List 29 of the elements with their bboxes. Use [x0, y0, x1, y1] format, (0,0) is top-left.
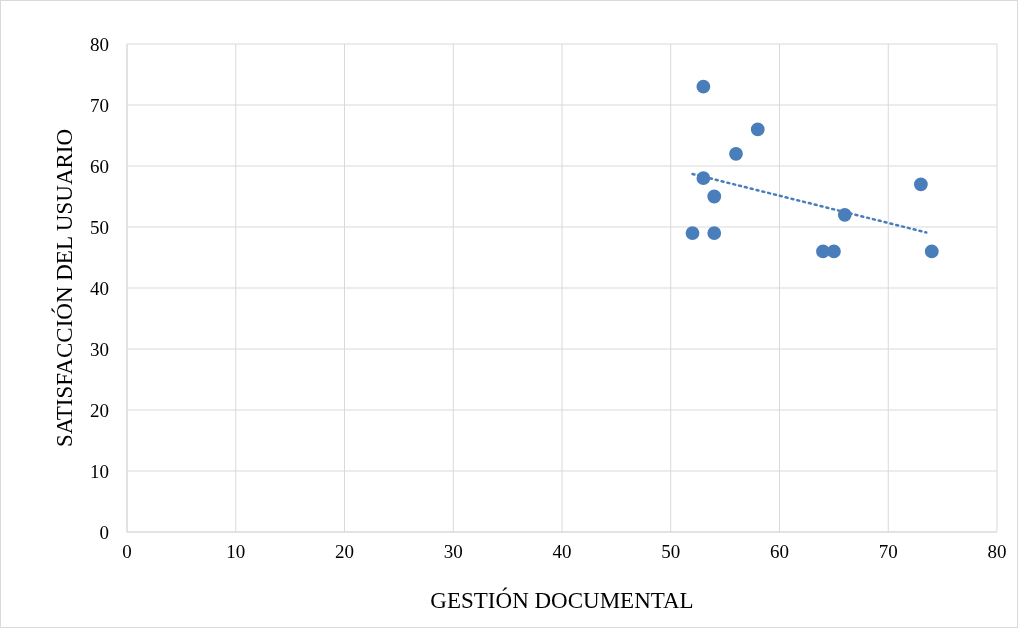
point: [685, 226, 700, 240]
x-tick-label: 70: [878, 541, 898, 562]
y-axis-title: SATISFACCIÓN DEL USUARIO: [51, 128, 77, 448]
y-tick-label: 60: [90, 155, 109, 177]
point: [707, 189, 722, 204]
x-axis-title: GESTIÓN DOCUMENTAL: [430, 587, 694, 613]
point: [696, 79, 711, 94]
point: [924, 244, 939, 259]
x-tick-label: 60: [770, 541, 789, 562]
y-tick-label: 50: [90, 216, 109, 238]
point: [826, 244, 841, 259]
point: [750, 122, 765, 137]
point: [729, 146, 743, 161]
x-tick-label: 30: [443, 541, 463, 562]
y-tick-label: 80: [90, 33, 109, 55]
x-tick-label: 20: [335, 541, 354, 562]
y-tick-label: 40: [90, 277, 109, 299]
x-tick-label: 10: [226, 541, 246, 562]
x-tick-label: 50: [661, 541, 681, 562]
x-tick-label: 0: [122, 541, 132, 562]
x-tick-label: 40: [552, 541, 572, 562]
y-tick-label: 10: [90, 460, 109, 482]
point: [707, 226, 722, 240]
y-tick-label: 0: [99, 521, 109, 543]
point: [913, 177, 928, 192]
y-tick-label: 70: [90, 94, 109, 116]
x-tick-label: 80: [987, 541, 1007, 562]
y-tick-label: 30: [90, 338, 109, 360]
y-tick-label: 20: [90, 399, 109, 421]
